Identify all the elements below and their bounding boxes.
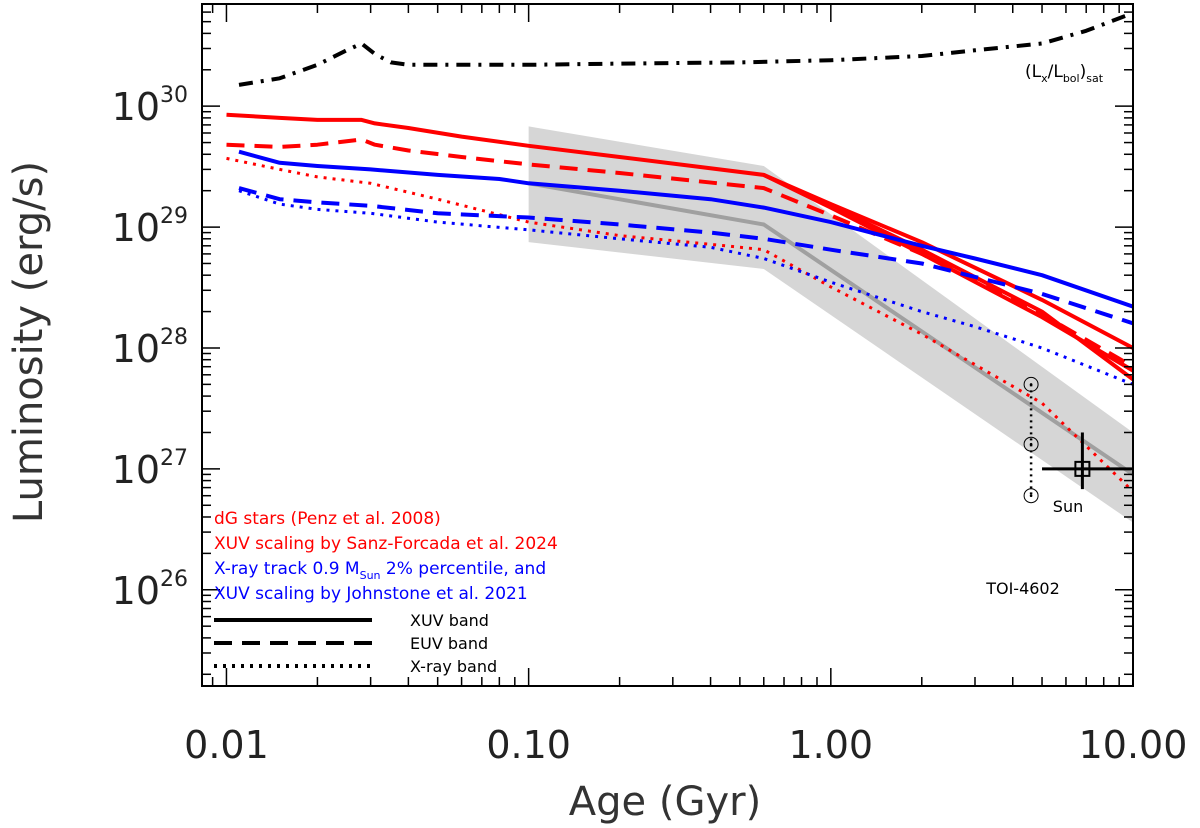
svg-text:(Lx/Lbol)sat: (Lx/Lbol)sat bbox=[1025, 62, 1104, 85]
x-tick-label: 10.00 bbox=[1079, 723, 1188, 767]
shaded-band-area bbox=[528, 126, 1133, 523]
toi-4602-point-lower bbox=[1023, 488, 1039, 504]
sun-label: Sun bbox=[1053, 497, 1083, 516]
saturation-label: (Lx/Lbol)sat bbox=[1025, 62, 1104, 85]
series-line-0 bbox=[238, 11, 1133, 87]
series-line-1 bbox=[528, 181, 1133, 477]
series-line-2 bbox=[226, 112, 1133, 350]
uncertainty-band bbox=[528, 126, 1133, 523]
x-axis-title: Age (Gyr) bbox=[569, 779, 761, 825]
y-tick-label: 1027 bbox=[112, 446, 188, 492]
y-tick-label: 1026 bbox=[112, 567, 188, 613]
series-line-6 bbox=[226, 156, 1133, 493]
toi-4602-dot-lower bbox=[1029, 494, 1033, 497]
toi-4602-label: TOI-4602 bbox=[985, 579, 1060, 598]
legend: dG stars (Penz et al. 2008) XUV scaling … bbox=[214, 509, 558, 676]
series-line-8 bbox=[238, 186, 1133, 326]
legend-sample-xray-label: X-ray band bbox=[410, 657, 497, 676]
legend-sample-euv-label: EUV band bbox=[410, 634, 488, 653]
toi-4602-point-upper bbox=[1023, 376, 1039, 392]
x-tick-label: 0.10 bbox=[486, 723, 571, 767]
toi-4602-dot-middle bbox=[1029, 442, 1033, 446]
y-tick-label: 1028 bbox=[112, 325, 188, 371]
legend-line-4: XUV scaling by Johnstone et al. 2021 bbox=[214, 584, 528, 604]
legend-sample-xuv-label: XUV band bbox=[410, 611, 489, 630]
y-tick-label: 1029 bbox=[112, 204, 188, 250]
toi-4602-dot-upper bbox=[1029, 383, 1033, 386]
legend-line-3: X-ray track 0.9 MSun 2% percentile, and bbox=[214, 559, 546, 582]
series-line-7 bbox=[238, 149, 1133, 309]
legend-line-2: XUV scaling by Sanz-Forcada et al. 2024 bbox=[214, 534, 558, 554]
plot-frame bbox=[201, 3, 1134, 687]
series-lines bbox=[226, 11, 1133, 493]
x-tick-label: 0.01 bbox=[184, 723, 269, 767]
axes: 0.01 0.10 1.00 10.00 1026 1027 1028 1029 1030 bbox=[112, 3, 1188, 767]
y-tick-label: 1030 bbox=[112, 83, 188, 129]
y-axis-title: Luminosity (erg/s) bbox=[6, 161, 52, 523]
series-line-5 bbox=[226, 137, 1133, 369]
x-tick-label: 1.00 bbox=[789, 723, 874, 767]
toi-4602-point-middle bbox=[1023, 436, 1039, 452]
sun-marker bbox=[1074, 460, 1091, 477]
legend-line-1: dG stars (Penz et al. 2008) bbox=[214, 509, 441, 529]
